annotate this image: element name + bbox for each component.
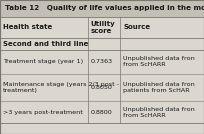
Text: Unpublished data fron
from ScHARR: Unpublished data fron from ScHARR bbox=[123, 107, 195, 118]
Text: Utility
score: Utility score bbox=[91, 21, 115, 34]
Text: Maintenance stage (years 2/3 post -
treatment): Maintenance stage (years 2/3 post - trea… bbox=[3, 82, 119, 93]
Text: Health state: Health state bbox=[3, 24, 52, 30]
Text: Unpublished data fron
patients from ScHAR: Unpublished data fron patients from ScHA… bbox=[123, 82, 195, 93]
Bar bbox=[0, 0, 204, 17]
Text: >3 years post-treatment: >3 years post-treatment bbox=[3, 110, 83, 115]
Text: Second and third line: Second and third line bbox=[3, 41, 89, 47]
Text: Table 12   Quality of life values applied in the model: Table 12 Quality of life values applied … bbox=[5, 5, 204, 11]
Text: Unpublished data fron
from ScHARR: Unpublished data fron from ScHARR bbox=[123, 56, 195, 68]
Text: 0.7363: 0.7363 bbox=[91, 59, 113, 64]
Text: Treatment stage (year 1): Treatment stage (year 1) bbox=[3, 59, 83, 64]
Text: 0.8050: 0.8050 bbox=[91, 85, 113, 90]
Text: Source: Source bbox=[123, 24, 151, 30]
Text: 0.8800: 0.8800 bbox=[91, 110, 113, 115]
